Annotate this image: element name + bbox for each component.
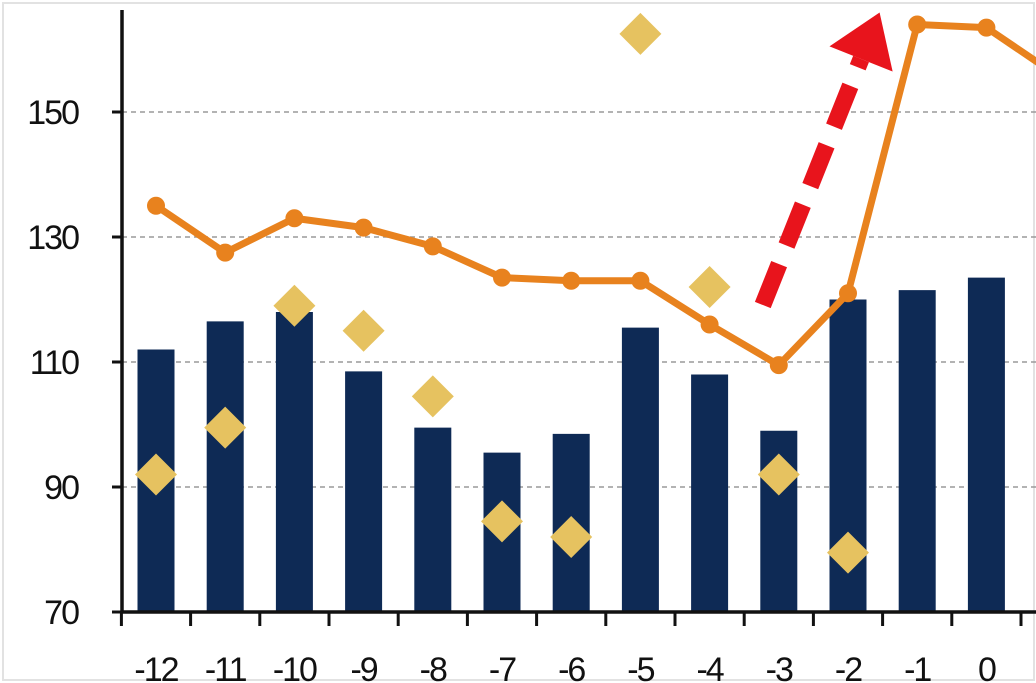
bar--10 xyxy=(275,312,313,612)
bar--8 xyxy=(414,427,452,612)
bar-series xyxy=(137,277,1005,612)
bar--4 xyxy=(691,374,729,612)
line-point--2 xyxy=(839,284,857,303)
y-tick-label: 70 xyxy=(44,594,79,632)
x-tick-label--5: -5 xyxy=(627,651,654,683)
annotation-arrow-shaft xyxy=(754,55,869,309)
bar--5 xyxy=(621,327,659,612)
line-point--5 xyxy=(631,271,650,290)
x-tick-label--10: -10 xyxy=(273,651,317,683)
x-tick-label--3: -3 xyxy=(766,651,793,683)
line-point--7 xyxy=(493,268,511,287)
annotation-arrow-head xyxy=(829,12,893,72)
x-tick-label--4: -4 xyxy=(696,651,723,683)
line-point--4 xyxy=(700,315,719,334)
scatter-point--4 xyxy=(688,266,731,308)
bar--9 xyxy=(345,371,383,612)
scatter-point--3 xyxy=(757,453,800,496)
x-tick-label--12: -12 xyxy=(134,651,178,683)
x-tick-label--8: -8 xyxy=(420,651,447,683)
y-tick-label: 130 xyxy=(27,219,79,257)
x-tick-label--11: -11 xyxy=(205,651,247,683)
line-point--6 xyxy=(562,271,581,290)
scatter-point--5 xyxy=(619,12,662,55)
scatter-series xyxy=(135,12,869,574)
x-tick-label--6: -6 xyxy=(558,651,585,683)
line-series xyxy=(147,15,1036,375)
scatter-point--10 xyxy=(273,284,316,327)
y-tick-label: 110 xyxy=(30,344,79,382)
line-point--3 xyxy=(769,356,788,375)
y-tick-label: 90 xyxy=(44,469,79,507)
y-tick-label: 150 xyxy=(27,94,79,132)
scatter-point--6 xyxy=(550,516,593,558)
line-point--10 xyxy=(285,209,304,228)
line-point--1 xyxy=(908,15,927,34)
line-point--9 xyxy=(354,218,373,237)
x-tick-label--7: -7 xyxy=(489,651,516,683)
scatter-point--9 xyxy=(342,309,385,352)
bar--1 xyxy=(898,290,936,612)
line-path xyxy=(152,21,1036,369)
scatter-point--7 xyxy=(481,500,523,543)
scatter-point--12 xyxy=(135,453,177,496)
x-tick-label--2: -2 xyxy=(835,651,862,683)
annotation-layer xyxy=(754,12,893,309)
line-point-0 xyxy=(977,18,996,37)
scatter-point--2 xyxy=(827,531,869,574)
scatter-point--11 xyxy=(204,406,247,449)
bar--11 xyxy=(206,321,244,612)
x-tick-label--1: -1 xyxy=(904,651,931,683)
x-tick-label-0: 0 xyxy=(978,651,996,683)
line-point--8 xyxy=(423,237,442,256)
line-point--11 xyxy=(216,243,235,262)
line-point--12 xyxy=(147,196,165,215)
scatter-point--8 xyxy=(411,375,454,418)
x-tick-label--9: -9 xyxy=(350,651,377,683)
bar-0 xyxy=(967,277,1005,612)
